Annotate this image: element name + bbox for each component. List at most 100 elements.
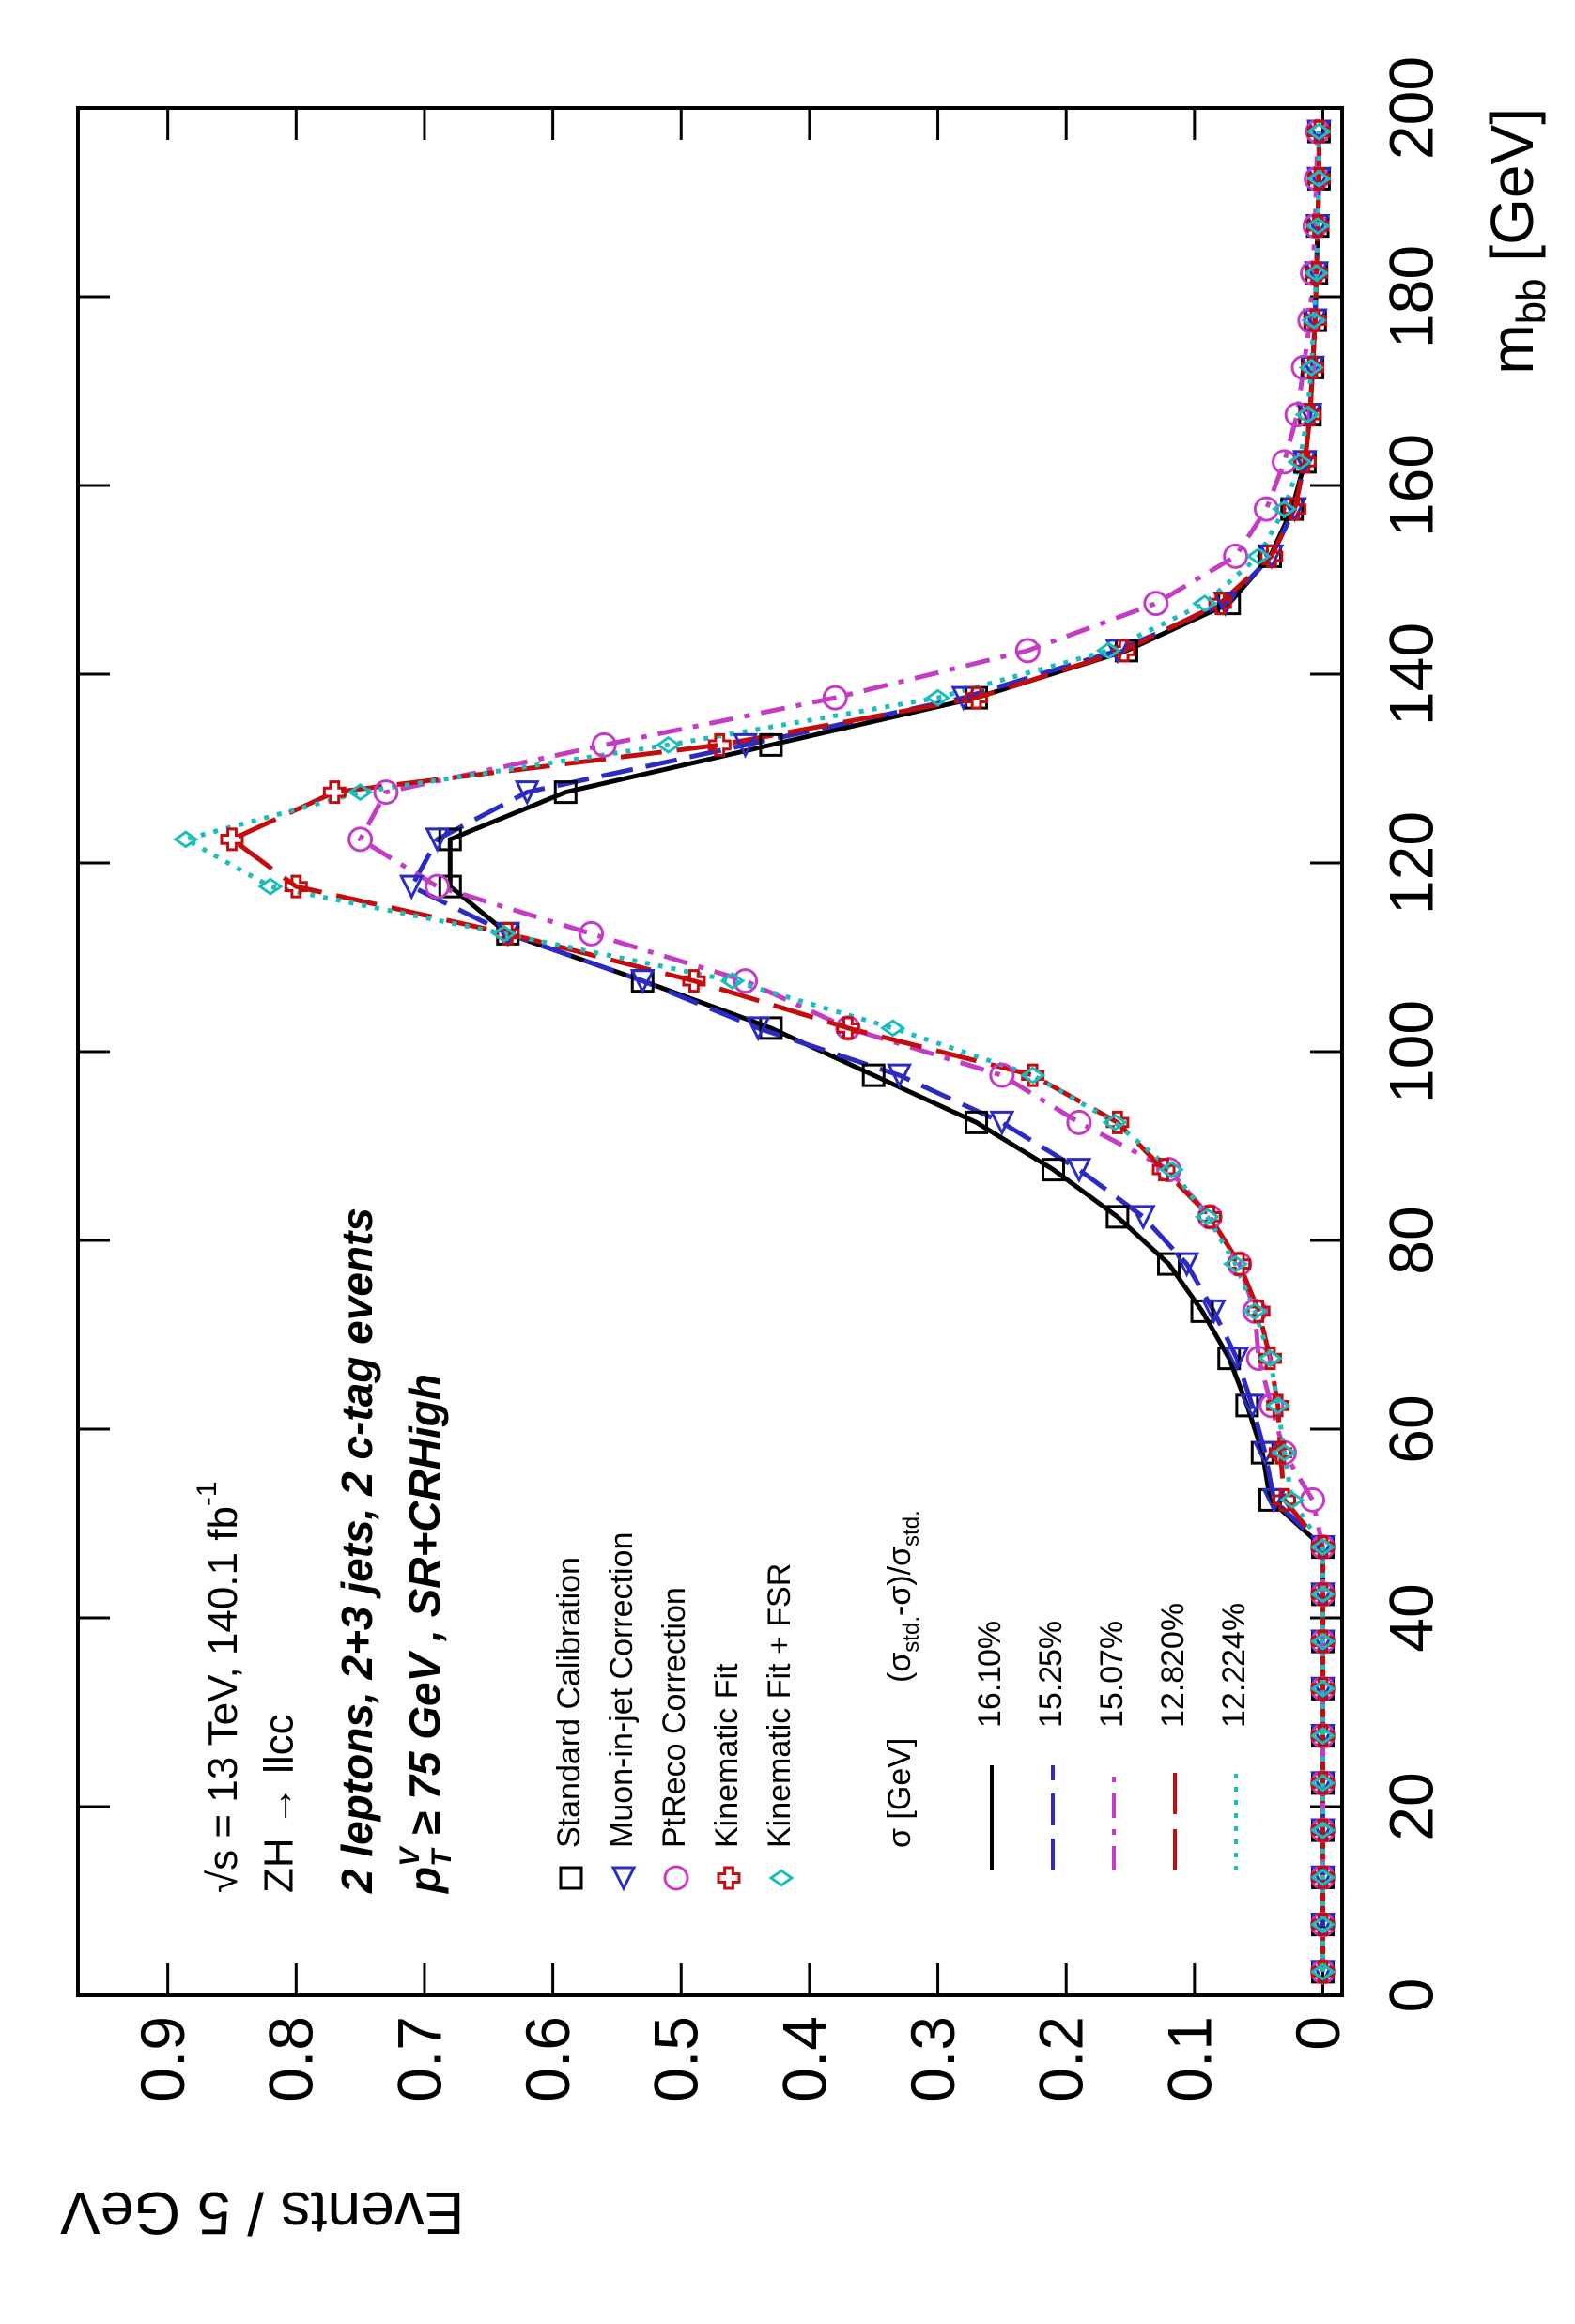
legend-label: Kinematic Fit: [709, 1663, 745, 1848]
data-point: [496, 921, 520, 946]
data-point: [1242, 1301, 1268, 1320]
data-point: [1298, 358, 1324, 377]
data-point: [1157, 1252, 1181, 1276]
data-point: [1197, 1205, 1222, 1229]
data-point: [1112, 639, 1136, 663]
y-tick-label: 0.3: [898, 2016, 967, 2102]
data-point: [1279, 1490, 1305, 1509]
data-point: [1305, 217, 1331, 236]
sigma-diff: 0%: [972, 1621, 1008, 1667]
y-tick-label: 0: [1283, 2016, 1352, 2051]
data-point: [989, 1110, 1015, 1136]
data-point: [1305, 169, 1333, 188]
region-sub: T: [426, 1847, 457, 1867]
legend-marker: [768, 1869, 795, 1887]
sigma-value: 16.1: [972, 1666, 1008, 1728]
fit-line: [179, 131, 1325, 1972]
x-tick-label: 160: [1376, 434, 1445, 537]
data-point: [284, 874, 308, 899]
data-point: [514, 780, 540, 806]
x-axis-title-unit: [GeV]: [1478, 108, 1546, 278]
data-point: [1257, 1349, 1284, 1368]
rotated-plot: Events / 5 GeV mbb [GeV] √s = 13 TeV, 14…: [60, 56, 1554, 2247]
diff-header-sub: std.: [899, 1616, 924, 1653]
legend-label: Kinematic Fit + FSR: [762, 1563, 797, 1848]
data-point: [1223, 543, 1249, 569]
x-tick-label: 100: [1376, 1000, 1445, 1103]
x-axis-title-main: m: [1478, 324, 1546, 374]
data-point: [861, 1063, 886, 1087]
legend-label: PtReco Correction: [656, 1587, 692, 1848]
data-point: [1143, 591, 1169, 617]
data-point: [438, 874, 462, 899]
data-point: [1261, 1487, 1288, 1514]
y-tick-label: 0.4: [769, 2016, 839, 2102]
data-point: [347, 826, 374, 853]
sigma-diff: 7%: [1094, 1621, 1130, 1667]
diff-header: (σstd.-σ)/σstd.: [882, 1510, 924, 1683]
data-point: [1245, 546, 1272, 565]
data-point: [1309, 1916, 1336, 1934]
data-point: [1309, 1538, 1336, 1557]
data-point: [1245, 1346, 1272, 1372]
data-point: [1271, 1443, 1298, 1462]
data-point: [759, 732, 783, 757]
diff-header-sub: std.: [899, 1510, 924, 1547]
data-point: [745, 1016, 771, 1042]
data-point: [1309, 1962, 1336, 1981]
data-point: [1224, 1347, 1250, 1372]
y-tick-label: 0.6: [513, 2016, 582, 2102]
data-point: [1309, 1821, 1336, 1839]
data-point: [707, 732, 732, 757]
data-point: [1271, 500, 1298, 518]
data-point: [887, 1063, 912, 1089]
data-point: [1066, 1158, 1092, 1183]
data-point: [1287, 453, 1313, 471]
energy-sup: -1: [192, 1481, 223, 1506]
data-point: [924, 688, 951, 707]
y-tick-label: 0.7: [384, 2016, 454, 2102]
data-point: [425, 827, 451, 854]
x-tick-label: 120: [1376, 811, 1445, 915]
data-point: [1301, 311, 1327, 330]
annotation-region: pTV ≥ 75 GeV , SR+CRHigh: [394, 1374, 457, 1895]
data-point: [965, 1110, 989, 1134]
sigma-value: 12.2: [1216, 1666, 1252, 1728]
x-tick-label: 20: [1376, 1772, 1445, 1840]
data-point: [1239, 1393, 1265, 1420]
x-axis-title: mbb [GeV]: [1478, 108, 1554, 375]
x-tick-label: 200: [1376, 56, 1445, 160]
data-point: [347, 783, 374, 802]
region-rest: ≥ 75 GeV , SR+CRHigh: [400, 1374, 449, 1848]
data-point: [1304, 264, 1330, 283]
data-point: [950, 685, 977, 712]
data-point: [629, 969, 656, 994]
data-point: [398, 874, 425, 900]
data-point: [1194, 1208, 1221, 1226]
data-point: [173, 830, 199, 849]
data-point: [1253, 496, 1279, 522]
data-point: [1265, 1396, 1291, 1415]
data-point: [1158, 1161, 1184, 1179]
data-point: [1130, 1205, 1156, 1231]
data-point: [1200, 1299, 1227, 1325]
data-point: [1294, 406, 1320, 424]
energy-text: √s = 13 TeV, 140.1 fb: [200, 1506, 246, 1893]
data-point: [1020, 1066, 1046, 1085]
data-point: [1309, 1774, 1336, 1793]
data-point: [733, 732, 759, 759]
data-point: [1228, 1252, 1252, 1276]
data-point: [1042, 1158, 1066, 1182]
data-point: [989, 1062, 1015, 1088]
data-point: [1222, 1254, 1249, 1273]
x-tick-label: 40: [1376, 1583, 1445, 1652]
data-point: [1192, 594, 1218, 613]
y-tick-label: 0.9: [128, 2016, 197, 2102]
data-point: [1105, 1205, 1130, 1229]
legend-marker: [663, 1865, 689, 1891]
data-point: [1309, 1632, 1336, 1651]
data-point: [1259, 544, 1284, 568]
x-tick-label: 140: [1376, 623, 1445, 726]
data-point: [1292, 450, 1317, 474]
